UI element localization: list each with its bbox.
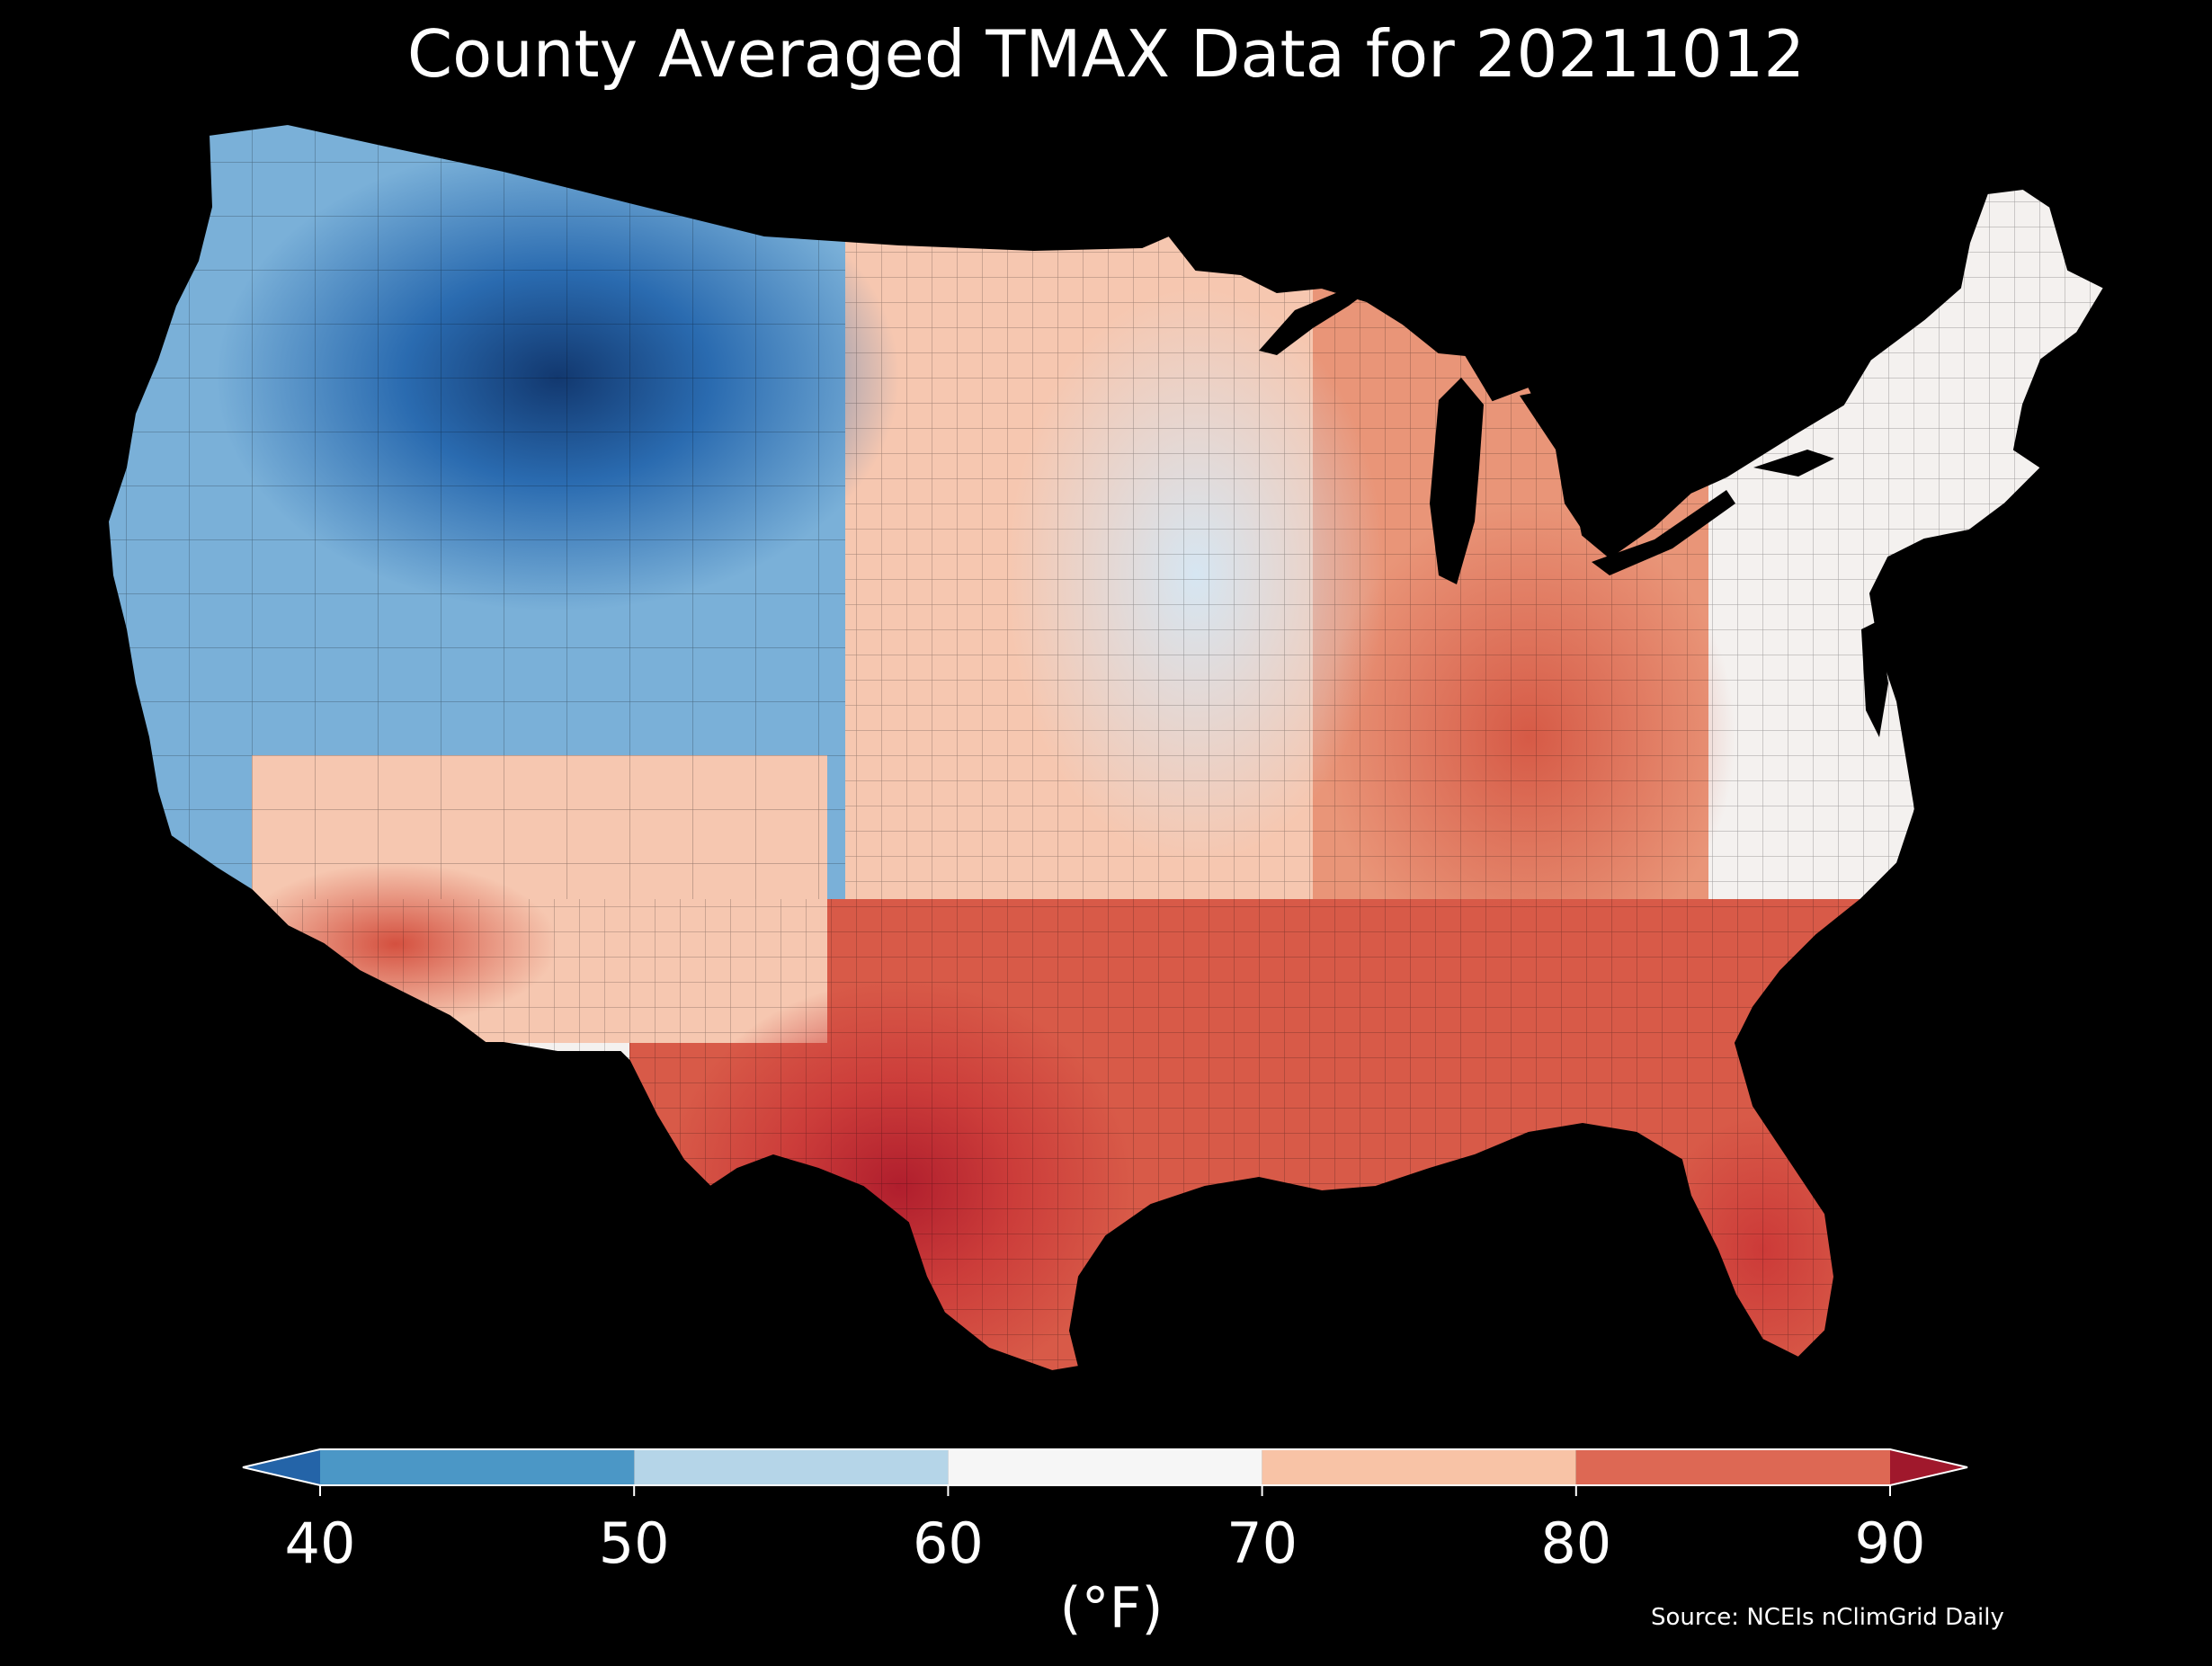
colorbar-tick-label: 90 [1854, 1510, 1926, 1576]
colorbar-tick-label: 60 [912, 1510, 984, 1576]
colorbar-tick-label: 70 [1226, 1510, 1298, 1576]
colorbar-unit-label: (°F) [1059, 1575, 1164, 1641]
colorbar-bin-80-90 [1575, 1449, 1890, 1485]
colorbar-under-arrow [243, 1449, 320, 1485]
lake-erie [1592, 490, 1735, 575]
page-title: County Averaged TMAX Data for 20211012 [406, 16, 1806, 92]
lake-superior [1259, 279, 1385, 355]
lake-huron [1520, 387, 1610, 530]
colorbar-bin-70-80 [1262, 1449, 1576, 1485]
lake-ontario [1753, 450, 1834, 477]
colorbar-bin-50-60 [634, 1449, 949, 1485]
colorbar-tick-label: 40 [284, 1510, 356, 1576]
colorbar-tick-label: 80 [1540, 1510, 1612, 1576]
colorbar-bin-60-70 [948, 1449, 1262, 1485]
colorbar-tick-label: 50 [598, 1510, 670, 1576]
source-note: Source: NCEIs nClimGrid Daily [1651, 1604, 2004, 1631]
lake-michigan [1430, 378, 1484, 584]
colorbar-over-arrow [1890, 1449, 1967, 1485]
chesapeake-bay [1861, 620, 1888, 737]
colorbar-bin-40-50 [320, 1449, 635, 1485]
